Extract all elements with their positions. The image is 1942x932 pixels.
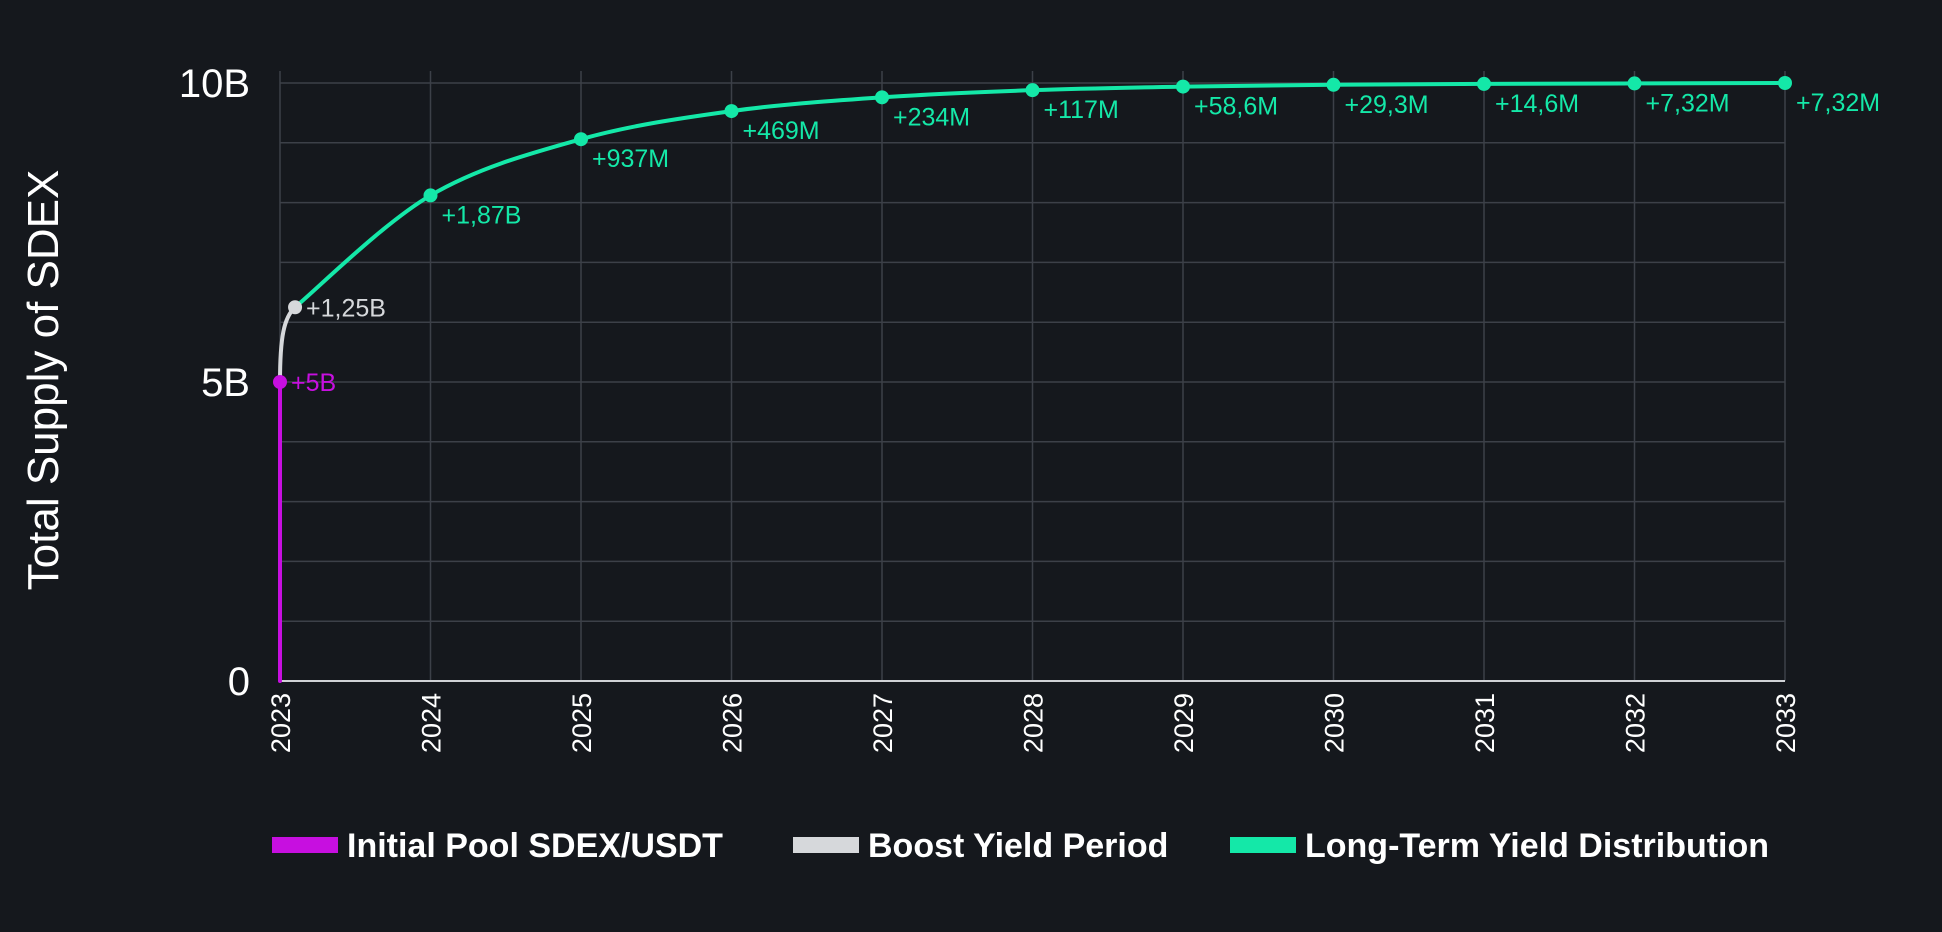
data-point bbox=[1025, 83, 1040, 98]
x-tick-label: 2031 bbox=[1470, 693, 1500, 753]
data-label: +1,87B bbox=[442, 201, 522, 229]
legend-label: Initial Pool SDEX/USDT bbox=[347, 827, 723, 865]
legend-swatch bbox=[793, 837, 859, 853]
data-label: +117M bbox=[1044, 96, 1119, 124]
data-point bbox=[288, 300, 303, 315]
data-label: +7,32M bbox=[1646, 89, 1730, 117]
x-tick-label: 2033 bbox=[1771, 693, 1801, 753]
x-tick-label: 2023 bbox=[266, 693, 296, 753]
y-axis-title: Total Supply of SDEX bbox=[19, 170, 68, 591]
grid bbox=[279, 71, 1786, 681]
y-tick-label: 5B bbox=[201, 361, 250, 405]
data-label: +29,3M bbox=[1345, 91, 1429, 119]
x-tick-label: 2030 bbox=[1320, 693, 1350, 753]
x-tick-label: 2027 bbox=[868, 693, 898, 753]
data-label: +1,25B bbox=[306, 294, 386, 322]
data-point bbox=[574, 132, 588, 147]
x-tick-label: 2032 bbox=[1621, 693, 1651, 753]
legend-label: Long-Term Yield Distribution bbox=[1305, 827, 1769, 865]
data-point bbox=[1627, 76, 1642, 91]
x-tick-label: 2029 bbox=[1169, 693, 1199, 753]
data-point bbox=[423, 188, 438, 203]
data-label: +58,6M bbox=[1194, 93, 1278, 121]
x-tick-label: 2025 bbox=[567, 693, 597, 753]
data-point bbox=[1477, 76, 1491, 91]
x-tick-label: 2024 bbox=[417, 693, 447, 753]
x-tick-label: 2026 bbox=[718, 693, 748, 753]
y-tick-label: 10B bbox=[179, 62, 250, 106]
data-label: +7,32M bbox=[1796, 89, 1880, 117]
data-point bbox=[1176, 79, 1190, 94]
axes: 0 5B 10B 2023 2024 2025 2026 2027 2028 2029 2030 20… bbox=[179, 62, 1801, 753]
data-points bbox=[273, 76, 1792, 389]
data-label: +14,6M bbox=[1495, 90, 1579, 118]
data-point bbox=[875, 90, 889, 105]
data-point bbox=[1778, 76, 1792, 90]
data-label: +469M bbox=[743, 117, 820, 145]
data-labels: +5B +1,25B +1,87B +937M +469M +234M +117M +58,6… bbox=[291, 89, 1880, 397]
data-point bbox=[724, 104, 739, 119]
data-label: +937M bbox=[592, 145, 669, 173]
data-label: +234M bbox=[893, 103, 970, 131]
legend: Initial Pool SDEX/USDT Boost Yield Period… bbox=[272, 827, 1769, 865]
data-point bbox=[273, 375, 287, 389]
legend-swatch bbox=[1230, 837, 1296, 853]
y-tick-label: 0 bbox=[228, 660, 250, 704]
x-tick-label: 2028 bbox=[1019, 693, 1049, 753]
data-point bbox=[1326, 77, 1341, 92]
legend-swatch bbox=[272, 837, 338, 853]
data-label: +5B bbox=[291, 369, 336, 397]
legend-label: Boost Yield Period bbox=[868, 827, 1168, 865]
